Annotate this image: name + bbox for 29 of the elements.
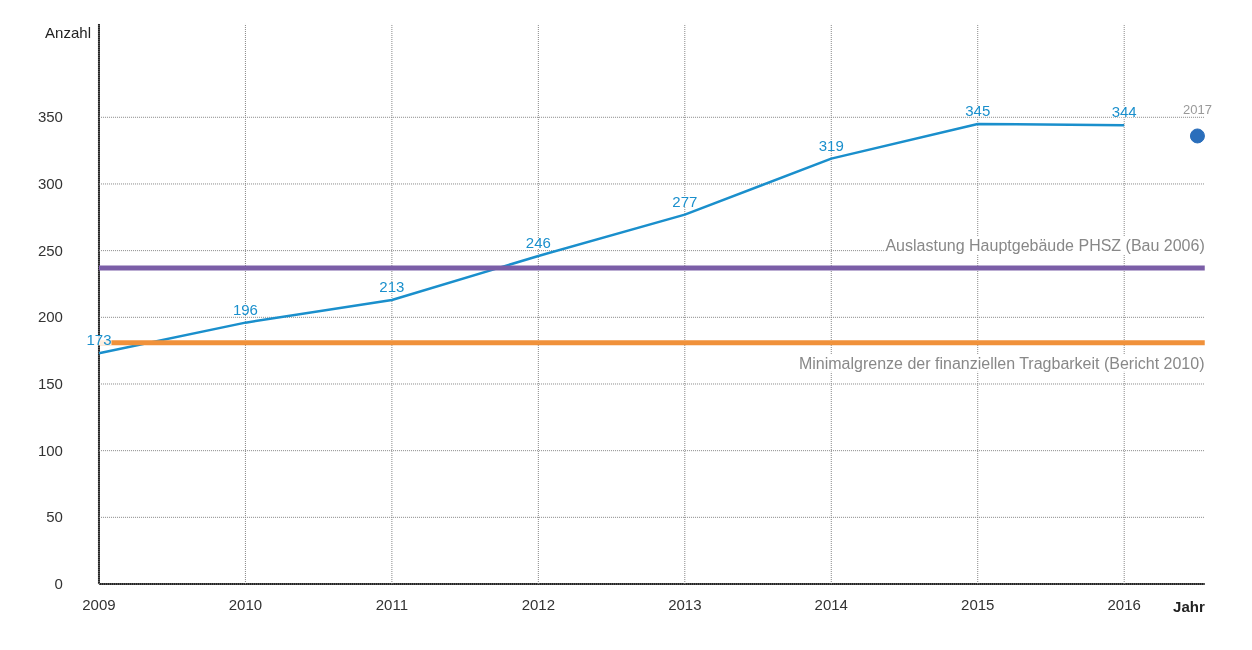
y-tick-label: 250: [37, 241, 63, 259]
y-tick-label: 200: [37, 308, 63, 326]
ref-line-label: Auslastung Hauptgebäude PHSZ (Bau 2006): [885, 236, 1205, 254]
data-label: 173: [86, 331, 112, 349]
y-tick-label: 300: [37, 174, 63, 192]
y-tick-label: 0: [54, 575, 63, 593]
data-label: 344: [1111, 103, 1137, 121]
y-tick-label: 350: [37, 108, 63, 126]
x-tick-label: 2012: [521, 596, 556, 614]
data-label: 196: [232, 300, 258, 318]
data-label: 345: [965, 101, 991, 119]
x-tick-label: 2013: [668, 596, 702, 614]
data-label: 277: [672, 192, 698, 210]
data-label: 246: [525, 233, 551, 251]
data-label: 319: [818, 136, 844, 154]
x-tick-label: 2014: [814, 596, 848, 614]
x-axis-title: Jahr: [1173, 598, 1205, 616]
x-tick-label: 2015: [961, 596, 995, 614]
x-tick-label: 2011: [375, 596, 409, 614]
x-tick-label: 2010: [228, 596, 263, 614]
y-tick-label: 50: [46, 508, 63, 526]
annotation: 2017: [1182, 101, 1212, 117]
ref-line-label: Minimalgrenze der finanziellen Tragbarkeit (Bericht 2010): [798, 354, 1205, 372]
y-tick-label: 150: [37, 374, 63, 392]
y-tick-label: 100: [37, 441, 63, 459]
x-tick-label: 2016: [1107, 596, 1141, 614]
x-tick-label: 2009: [82, 596, 116, 614]
y-axis-title: Anzahl: [45, 23, 91, 41]
data-label: 213: [379, 277, 405, 295]
